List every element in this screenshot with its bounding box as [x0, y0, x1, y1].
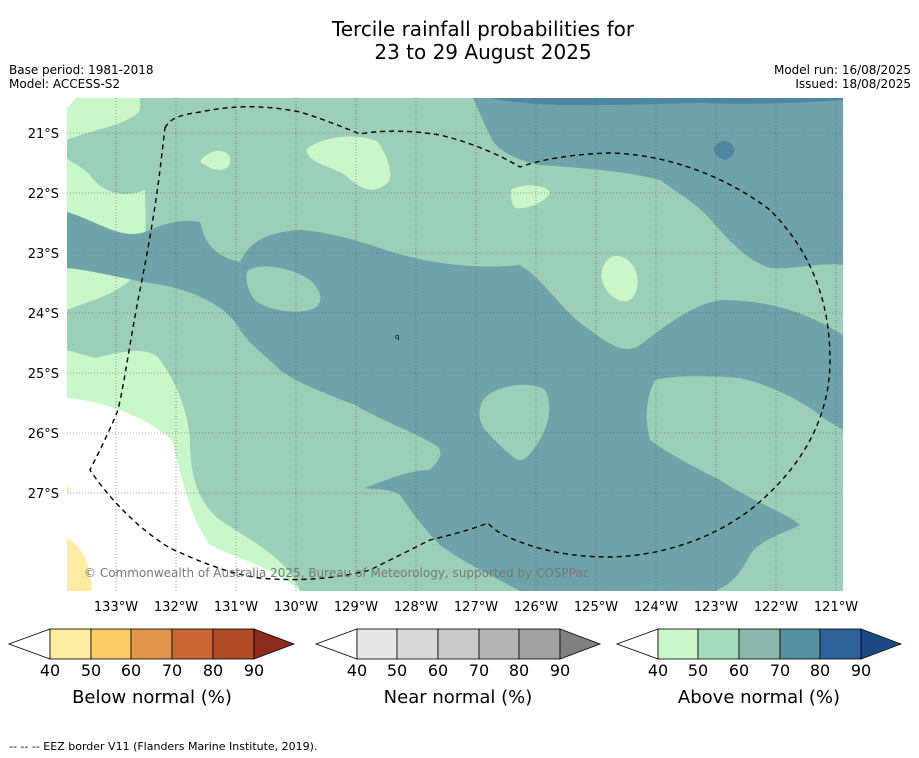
region-above-70-80-north	[490, 98, 843, 106]
legend-extend-low	[7, 628, 51, 660]
region-above-60-70-central	[67, 212, 843, 591]
title-line-1: Tercile rainfall probabilities for	[331, 17, 635, 41]
lon-label: 125°W	[574, 600, 618, 615]
lat-labels: 21°S 22°S 23°S 24°S 25°S 26°S 27°S	[28, 127, 59, 502]
patch-mid-1	[246, 266, 321, 312]
legend-swatch	[819, 628, 862, 660]
legend-above-normal: 40 50 60 70 80 90 Above normal (%)	[615, 628, 903, 708]
model-run: Model run: 16/08/2025	[773, 63, 911, 77]
lat-label: 26°S	[28, 427, 59, 442]
patch-light-3	[510, 185, 550, 209]
legend-swatch	[738, 628, 781, 660]
legend-title: Below normal (%)	[72, 687, 232, 708]
legend-swatch	[518, 628, 561, 660]
legend-tick: 50	[387, 661, 407, 680]
lon-label: 122°W	[754, 600, 798, 615]
lon-label: 124°W	[634, 600, 678, 615]
legend-swatch	[478, 628, 520, 660]
legend-swatch	[437, 628, 480, 660]
legend-tick: 80	[810, 661, 830, 680]
legend-near-normal: 40 50 60 70 80 90 Near normal (%)	[314, 628, 602, 708]
model-info: Base period: 1981-2018 Model: ACCESS-S2	[9, 63, 154, 91]
legend-swatch	[657, 628, 699, 660]
legend-swatch	[396, 628, 439, 660]
lat-label: 24°S	[28, 307, 59, 322]
legend-below-normal: 40 50 60 70 80 90 Below normal (%)	[7, 628, 296, 708]
region-above-60-70-north	[473, 98, 843, 269]
run-info: Model run: 16/08/2025 Issued: 18/08/2025	[774, 63, 911, 91]
legend-tick: 60	[428, 661, 448, 680]
legend-extend-high	[253, 628, 296, 660]
lon-label: 131°W	[214, 600, 258, 615]
legend-swatch	[697, 628, 740, 660]
legend-tick: 80	[203, 661, 223, 680]
eez-border	[89, 106, 831, 581]
legend-tick: 60	[121, 661, 141, 680]
patch-light-2	[200, 150, 231, 170]
lat-label: 27°S	[28, 487, 59, 502]
legend-tick: 90	[851, 661, 871, 680]
legend-tick: 40	[40, 661, 60, 680]
region-white	[67, 398, 300, 591]
graticule	[67, 98, 843, 591]
island-mark: q	[395, 333, 399, 341]
lat-label: 22°S	[28, 187, 59, 202]
legend-swatch	[90, 628, 132, 660]
probability-map: q © Commonwealth of Australia 2025, Bure…	[67, 98, 843, 591]
legend-extend-high	[860, 628, 903, 660]
patch-light-1	[306, 136, 391, 190]
legend-swatch	[171, 628, 214, 660]
legend-swatch	[356, 628, 398, 660]
region-below-40-50-south	[67, 538, 92, 591]
legend-title: Near normal (%)	[384, 687, 533, 708]
legend-extend-high	[559, 628, 602, 660]
patch-mid-2	[479, 384, 550, 461]
region-white-west	[67, 430, 94, 475]
title-line-2: 23 to 29 August 2025	[374, 40, 592, 64]
lon-label: 130°W	[274, 600, 318, 615]
lat-label: 23°S	[28, 247, 59, 262]
base-period: Base period: 1981-2018	[9, 63, 154, 77]
region-white-corner	[67, 98, 76, 108]
legend-extend-low	[615, 628, 659, 660]
lon-label: 127°W	[454, 600, 498, 615]
lon-label: 132°W	[154, 600, 198, 615]
legend-tick: 90	[244, 661, 264, 680]
legend-extend-low	[314, 628, 358, 660]
issued-date: Issued: 18/08/2025	[795, 77, 911, 91]
legend-tick: 70	[469, 661, 489, 680]
legend-tick: 50	[81, 661, 101, 680]
lon-label: 128°W	[394, 600, 438, 615]
legend-tick: 80	[509, 661, 529, 680]
legend-title: Above normal (%)	[678, 687, 840, 708]
lon-label: 129°W	[334, 600, 378, 615]
chart-title: Tercile rainfall probabilities for 23 to…	[0, 18, 919, 64]
legend-tick: 60	[729, 661, 749, 680]
legend-swatch	[779, 628, 821, 660]
lon-label: 133°W	[94, 600, 138, 615]
lon-labels: 133°W 132°W 131°W 130°W 129°W 128°W 127°…	[94, 600, 858, 615]
lat-label: 21°S	[28, 127, 59, 142]
lon-label: 126°W	[514, 600, 558, 615]
legend-swatch	[49, 628, 92, 660]
legend-tick: 40	[648, 661, 668, 680]
eez-footnote: -- -- -- EEZ border V11 (Flanders Marine…	[9, 740, 318, 753]
lat-label: 25°S	[28, 367, 59, 382]
patch-mid-3	[416, 110, 436, 128]
lon-label: 121°W	[814, 600, 858, 615]
legend-tick: 90	[550, 661, 570, 680]
legend-tick: 70	[770, 661, 790, 680]
legend-swatch	[130, 628, 173, 660]
patch-light-4	[601, 255, 638, 302]
region-below-40-50-west	[67, 485, 70, 494]
copyright-text: © Commonwealth of Australia 2025, Bureau…	[84, 566, 589, 580]
legend-swatch	[212, 628, 255, 660]
model-name: Model: ACCESS-S2	[9, 77, 121, 91]
legend-tick: 40	[347, 661, 367, 680]
lon-label: 123°W	[694, 600, 738, 615]
legend-tick: 70	[162, 661, 182, 680]
legend-tick: 50	[688, 661, 708, 680]
region-above-70-80-patch	[713, 140, 735, 160]
